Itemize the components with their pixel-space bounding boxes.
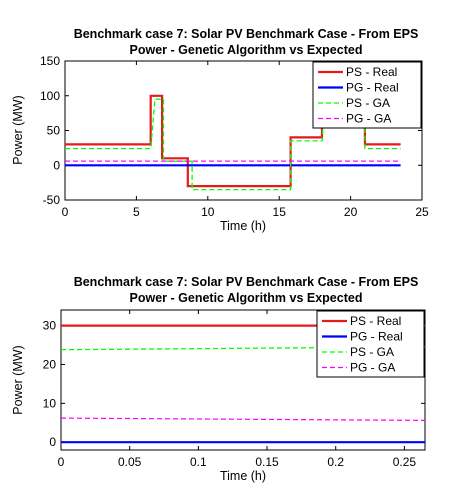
y-tick-label: -50 (43, 193, 61, 207)
chart-2: Benchmark case 7: Solar PV Benchmark Cas… (11, 275, 426, 483)
chart-2-subtitle: Power - Genetic Algorithm vs Expected (130, 291, 363, 305)
series-line-ps-ga (60, 346, 426, 351)
legend-label: PS - GA (350, 345, 394, 359)
x-tick-label: 15 (273, 205, 287, 219)
legend-label: PG - GA (346, 112, 391, 126)
y-tick-label: 30 (43, 319, 57, 333)
y-tick-label: 10 (43, 396, 57, 410)
x-tick-label: 25 (415, 205, 429, 219)
chart-1-title: Benchmark case 7: Solar PV Benchmark Cas… (74, 27, 419, 41)
y-tick-label: 150 (40, 54, 60, 68)
x-tick-label: 20 (344, 205, 358, 219)
chart-2-y-label: Power (MW) (11, 345, 25, 414)
chart-2-x-label: Time (h) (220, 469, 266, 483)
chart-1: Benchmark case 7: Solar PV Benchmark Cas… (11, 27, 429, 233)
chart-1-x-label: Time (h) (220, 219, 266, 233)
legend-label: PG - Real (350, 330, 403, 344)
chart-2-y-axis: 0 10 20 30 (43, 319, 425, 449)
chart-1-x-axis: 0 5 10 15 20 25 (62, 61, 429, 219)
x-tick-label: 0.25 (393, 455, 417, 469)
y-tick-label: 0 (53, 158, 60, 172)
chart-1-subtitle: Power - Genetic Algorithm vs Expected (130, 43, 363, 57)
legend-label: PS - Real (346, 65, 397, 79)
series-line-pg-ga (60, 417, 426, 421)
legend-label: PG - Real (346, 81, 399, 95)
x-tick-label: 0.1 (190, 455, 207, 469)
x-tick-label: 0 (62, 205, 69, 219)
x-tick-label: 5 (133, 205, 140, 219)
x-tick-label: 10 (201, 205, 215, 219)
chart-1-y-label: Power (MW) (11, 95, 25, 164)
legend-label: PS - Real (350, 314, 401, 328)
y-tick-label: 100 (40, 89, 60, 103)
x-tick-label: 0.2 (327, 455, 344, 469)
x-tick-label: 0.05 (118, 455, 142, 469)
x-tick-label: 0.15 (255, 455, 279, 469)
y-tick-label: 20 (43, 357, 57, 371)
x-tick-label: 0 (58, 455, 65, 469)
legend-label: PS - GA (346, 96, 390, 110)
chart-1-y-axis: -50 0 50 100 150 (40, 54, 422, 207)
legend-label: PG - GA (350, 361, 395, 375)
y-tick-label: 0 (49, 435, 56, 449)
y-tick-label: 50 (47, 124, 61, 138)
chart-2-title: Benchmark case 7: Solar PV Benchmark Cas… (74, 275, 419, 289)
